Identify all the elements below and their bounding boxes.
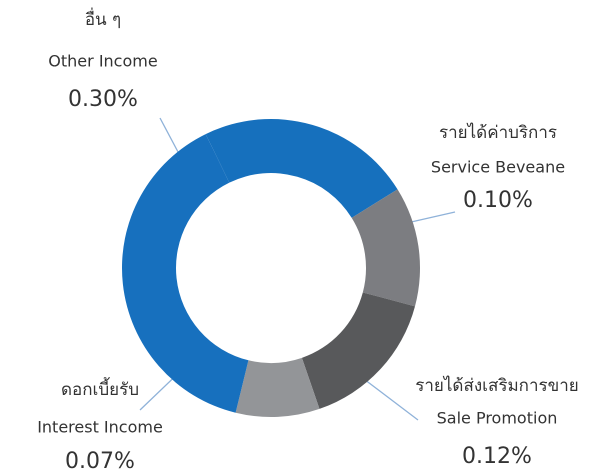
donut-slice — [121, 134, 249, 413]
category-label-th: รายได้ส่งเสริมการขาย — [415, 375, 579, 396]
donut-slice — [205, 119, 398, 218]
category-label-th: อื่น ๆ — [85, 7, 121, 30]
donut-slice — [301, 292, 415, 409]
category-label-th: ดอกเบี้ยรับ — [61, 377, 139, 400]
category-label-en: Service Beveane — [431, 158, 565, 177]
category-label-th: รายได้ค่าบริการ — [439, 122, 557, 143]
value-label: 0.12% — [462, 444, 532, 469]
donut-slice — [235, 357, 320, 417]
value-label: 0.10% — [463, 188, 533, 213]
donut-slice — [351, 189, 420, 307]
category-label-en: Interest Income — [37, 418, 163, 437]
category-label-en: Sale Promotion — [437, 409, 558, 428]
value-label: 0.30% — [68, 87, 138, 112]
category-label-en: Other Income — [48, 52, 157, 71]
value-label: 0.07% — [65, 449, 135, 474]
